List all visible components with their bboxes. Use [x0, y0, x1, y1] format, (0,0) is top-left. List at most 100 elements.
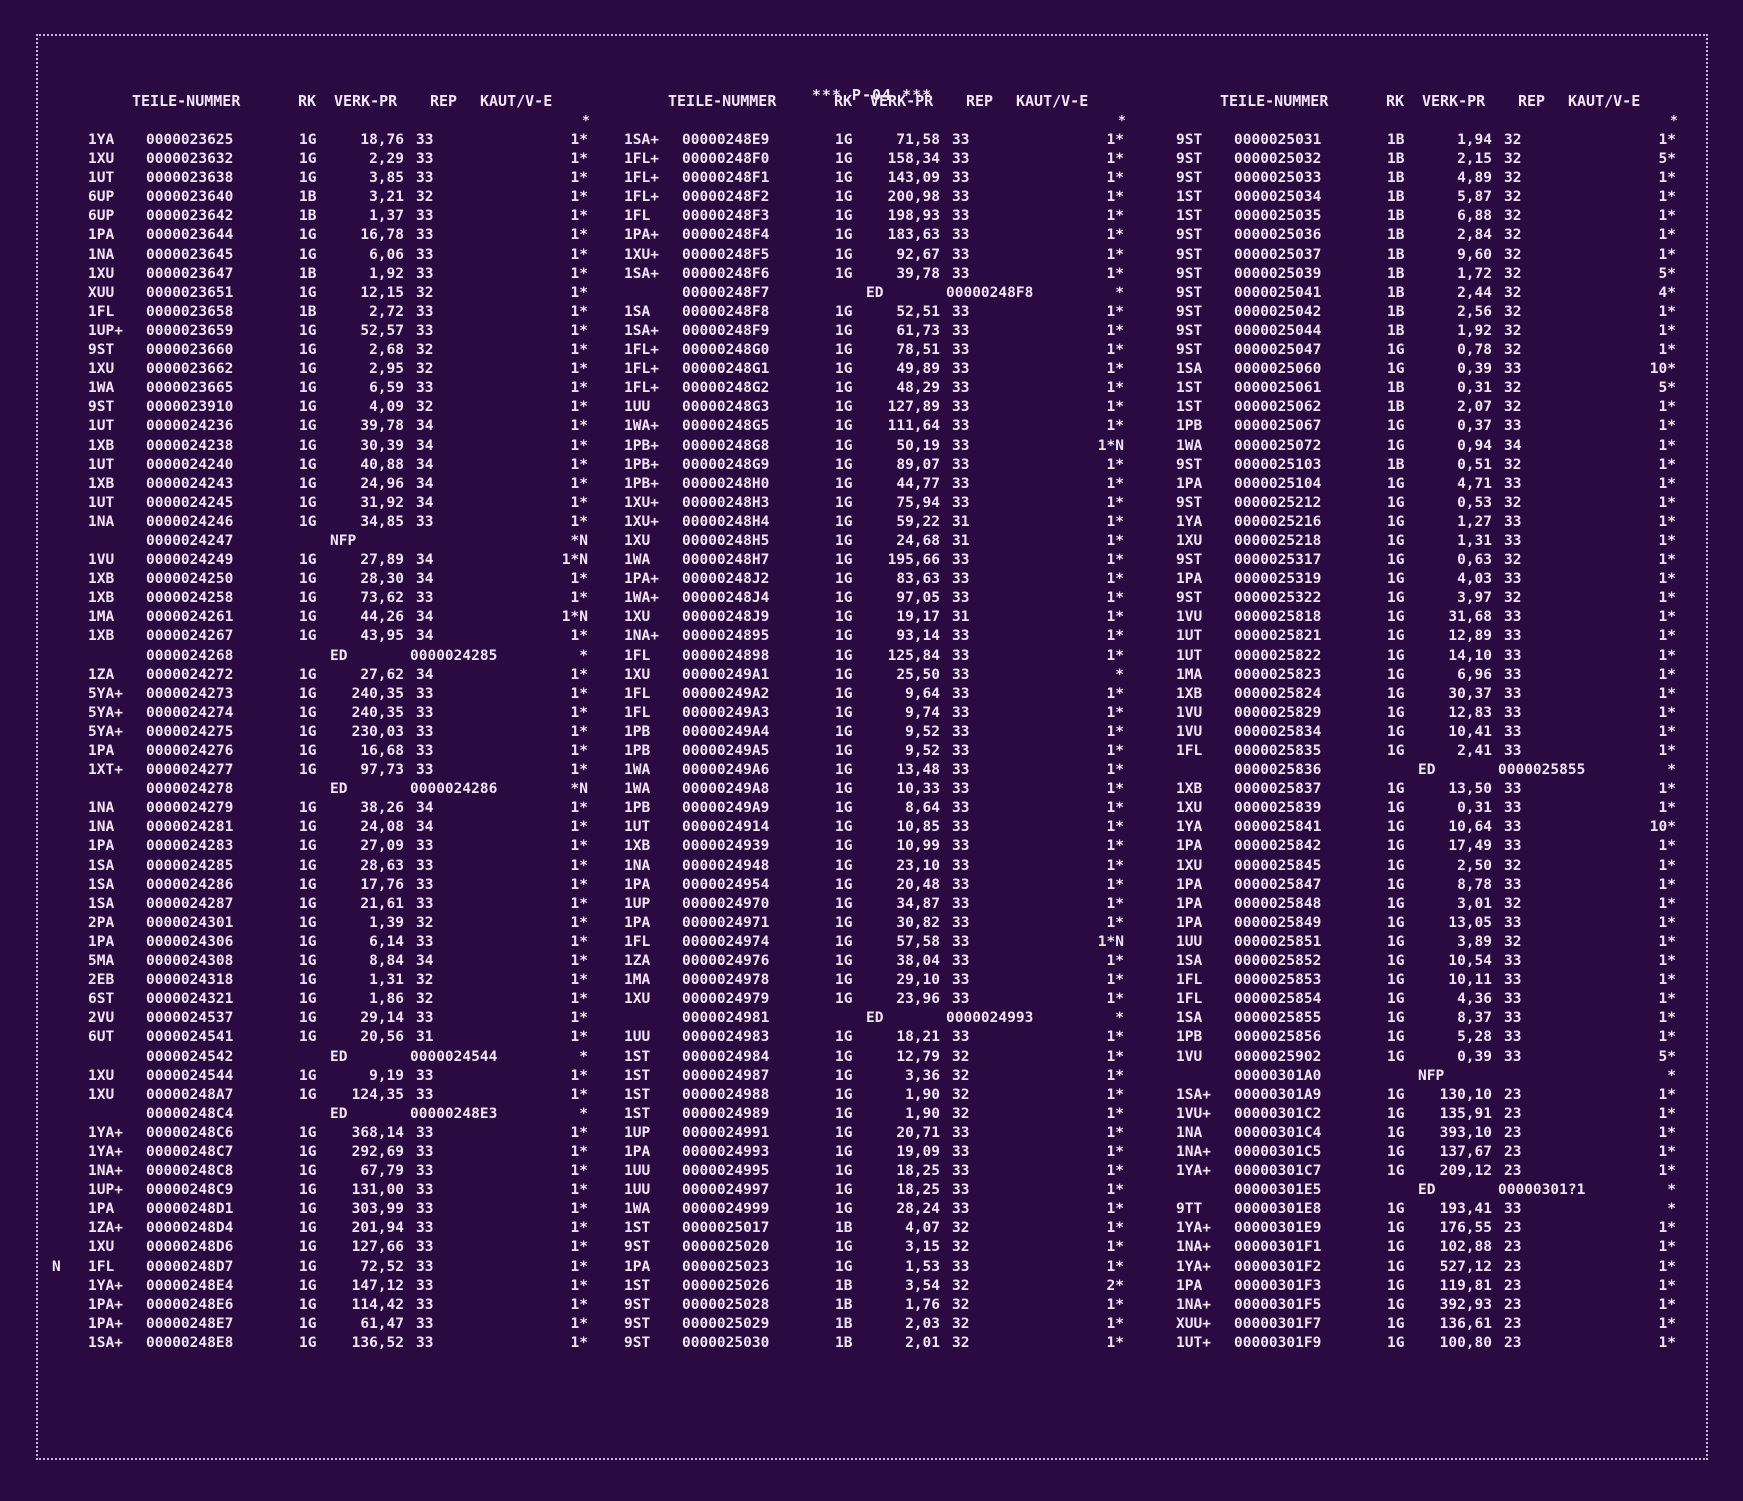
row-verk-pr: 527,12 [1439, 1258, 1492, 1275]
row-code: 1FL+ [624, 151, 659, 168]
row-verk-pr: 2,41 [1457, 743, 1492, 759]
row-code: 1UU [624, 1182, 651, 1199]
row-rk: 1G [835, 170, 853, 187]
row-teile-nummer: 0000025855 [1234, 1010, 1322, 1027]
row-rep: 33 [416, 151, 434, 168]
row-kaut: 5* [1658, 1048, 1676, 1065]
row-status: ED [866, 284, 884, 301]
row-teile-nummer: 00000248J9 [682, 609, 770, 626]
row-code: 9ST [1176, 552, 1203, 569]
row-verk-pr: 0,39 [1457, 361, 1492, 378]
row-rk: 1G [835, 437, 853, 454]
row-rep: 33 [1504, 475, 1522, 492]
row-rk: 1G [299, 399, 317, 416]
row-teile-nummer: 0000024318 [146, 972, 234, 989]
row-rk: 1G [299, 322, 317, 339]
row-code: 1MA [1176, 666, 1203, 683]
row-code: 1NA+ [624, 628, 659, 645]
row-teile-nummer: 00000248J2 [682, 571, 770, 588]
row-kaut: 1* [1106, 914, 1124, 931]
row-teile-nummer: 0000024999 [682, 1201, 770, 1218]
row-teile-nummer: 00000301F5 [1234, 1296, 1322, 1313]
row-verk-pr: 12,79 [896, 1048, 940, 1065]
row-kaut: 1* [1106, 819, 1124, 836]
row-code: 1XB [88, 437, 115, 454]
row-verk-pr: 135,91 [1439, 1105, 1492, 1122]
row-kaut: 2* [1106, 1277, 1124, 1294]
row-teile-nummer: 00000248H7 [682, 552, 770, 569]
row-code: 1SA [88, 876, 115, 893]
row-rep: 32 [1504, 303, 1522, 320]
row-teile-nummer: 00000248G1 [682, 361, 770, 378]
row-rep: 32 [416, 991, 434, 1008]
row-verk-pr: 27,62 [360, 666, 404, 683]
row-rk: 1G [835, 361, 853, 378]
row-rep: 33 [1504, 666, 1522, 683]
row-code: 1UT [88, 418, 115, 435]
row-rep: 33 [1504, 800, 1522, 817]
row-verk-pr: 209,12 [1439, 1163, 1492, 1180]
row-rk: 1G [835, 972, 853, 989]
row-code: 1UT [1176, 628, 1203, 645]
row-rk: 1G [1387, 513, 1405, 530]
row-teile-nummer: 00000301C7 [1234, 1163, 1322, 1180]
row-code: 9ST [624, 1239, 651, 1256]
row-rk: 1G [835, 857, 853, 874]
row-teile-nummer: 00000248F3 [682, 208, 770, 225]
row-rk: 1G [299, 762, 317, 779]
row-verk-pr: 28,24 [896, 1201, 940, 1218]
row-rk: 1G [1387, 1029, 1405, 1046]
row-ref-number: 0000024286 [410, 781, 498, 798]
row-rep: 33 [952, 437, 970, 454]
row-kaut: 1* [1106, 1239, 1124, 1256]
row-verk-pr: 0,31 [1457, 380, 1492, 397]
row-kaut: *N [570, 781, 588, 798]
row-code: 9ST [1176, 151, 1203, 168]
row-rep: 31 [952, 513, 970, 530]
row-rep: 33 [952, 322, 970, 339]
row-code: 1FL+ [624, 380, 659, 397]
row-rep: 32 [1504, 380, 1522, 397]
row-kaut: 1* [1106, 418, 1124, 435]
row-code: 1XU [1176, 532, 1203, 549]
row-code: 1VU [1176, 723, 1203, 740]
row-teile-nummer: 0000024258 [146, 590, 234, 607]
row-rk: 1G [1387, 1163, 1405, 1180]
row-verk-pr: 17,76 [360, 876, 404, 893]
row-verk-pr: 176,55 [1439, 1220, 1492, 1237]
row-rk: 1G [835, 132, 853, 148]
row-code: 6ST [88, 991, 115, 1008]
row-rep: 23 [1504, 1124, 1522, 1141]
row-verk-pr: 20,71 [896, 1124, 940, 1141]
row-kaut: 5* [1658, 265, 1676, 282]
row-rk: 1B [299, 208, 317, 225]
row-code: 9ST [1176, 322, 1203, 339]
row-rep: 33 [952, 876, 970, 893]
row-teile-nummer: 0000025103 [1234, 456, 1322, 473]
row-verk-pr: 2,95 [369, 361, 404, 378]
row-kaut: * [579, 647, 588, 664]
row-rk: 1G [835, 743, 853, 759]
row-rep: 32 [1504, 170, 1522, 187]
row-rep: 33 [1504, 1048, 1522, 1065]
row-rep: 33 [416, 265, 434, 282]
row-code: 1PB [624, 743, 651, 759]
row-teile-nummer: 0000025062 [1234, 399, 1322, 416]
row-teile-nummer: 00000248C9 [146, 1182, 234, 1199]
row-teile-nummer: 0000025047 [1234, 342, 1322, 359]
row-rep: 33 [952, 1182, 970, 1199]
row-kaut: 1* [1106, 132, 1124, 148]
row-code: 1VU [88, 552, 115, 569]
row-teile-nummer: 00000248C7 [146, 1143, 234, 1160]
row-kaut: 1* [1106, 1067, 1124, 1084]
row-code: 9ST [88, 342, 115, 359]
row-verk-pr: 100,80 [1439, 1334, 1492, 1351]
row-teile-nummer: 0000023658 [146, 303, 234, 320]
row-teile-nummer: 0000025822 [1234, 647, 1322, 664]
row-rep: 32 [1504, 227, 1522, 244]
row-rk: 1G [299, 933, 317, 950]
row-verk-pr: 292,69 [351, 1143, 404, 1160]
row-rk: 1G [1387, 666, 1405, 683]
row-kaut: 1* [570, 342, 588, 359]
row-code: 1XU [88, 151, 115, 168]
